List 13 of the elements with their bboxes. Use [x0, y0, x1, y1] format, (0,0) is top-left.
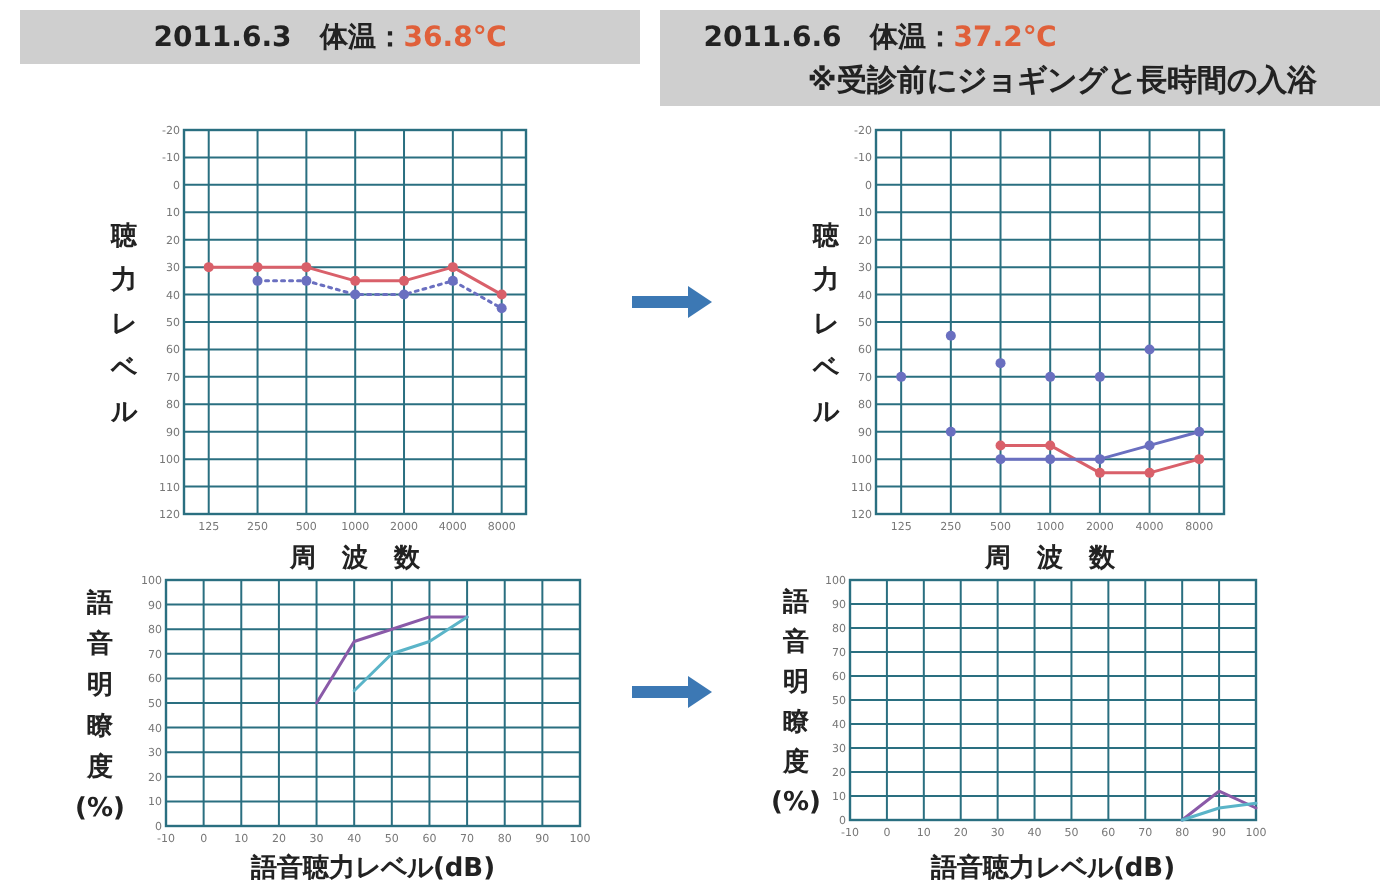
- x-axis-title: 語音聴力レベル(dB): [248, 852, 496, 884]
- x-axis-title: 周 波 数: [288, 544, 422, 574]
- chart-subtitle: ※受診前にジョギングと長時間の入浴: [807, 62, 1319, 98]
- y-axis-title: 聴力レベル: [811, 222, 841, 428]
- chart-title: 2011.6.3 体温：36.8℃: [153, 22, 507, 54]
- line-series: [352, 615, 469, 693]
- x-axis-title: 周 波 数: [983, 544, 1117, 574]
- x-axis-title: 語音聴力レベル(dB): [928, 852, 1176, 884]
- chart-title: 2011.6.6 体温：37.2℃: [703, 22, 1057, 54]
- y-axis-title: 語音明瞭度(%): [771, 586, 821, 818]
- line-series: [315, 615, 469, 705]
- y-axis-title: 聴力レベル: [109, 222, 139, 428]
- y-axis-title: 語音明瞭度(%): [75, 586, 125, 824]
